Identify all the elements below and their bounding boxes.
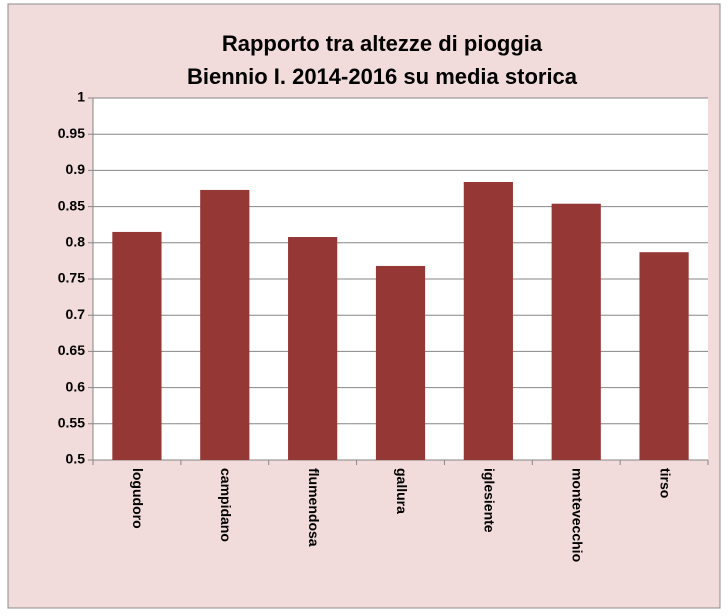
bar <box>639 252 689 460</box>
x-tick-label: gallura <box>394 468 410 514</box>
bar <box>463 181 513 460</box>
y-tick-label: 0.6 <box>66 378 86 394</box>
bar <box>112 231 162 460</box>
y-tick-label: 0.5 <box>66 451 86 467</box>
bar <box>375 265 426 460</box>
x-tick-label: flumendosa <box>306 468 322 547</box>
chart-title: Rapporto tra altezze di pioggia <box>222 31 543 56</box>
y-tick-label: 0.55 <box>58 415 85 431</box>
y-tick-label: 0.75 <box>58 270 85 286</box>
y-tick-label: 0.9 <box>66 161 86 177</box>
y-tick-label: 0.7 <box>66 306 86 322</box>
x-tick-label: logudoro <box>130 468 146 529</box>
y-tick-label: 1 <box>77 89 85 105</box>
y-tick-label: 0.85 <box>58 197 85 213</box>
bar <box>200 189 250 460</box>
y-tick-label: 0.65 <box>58 342 85 358</box>
bar <box>551 203 601 461</box>
bar <box>288 237 338 460</box>
y-tick-label: 0.8 <box>66 234 86 250</box>
chart-title: Biennio I. 2014-2016 su media storica <box>187 64 578 89</box>
x-tick-label: campidano <box>218 468 234 542</box>
x-tick-label: iglesiente <box>482 468 498 533</box>
x-tick-label: montevecchio <box>570 468 586 562</box>
x-tick-label: tirso <box>657 468 673 498</box>
y-tick-label: 0.95 <box>58 125 85 141</box>
